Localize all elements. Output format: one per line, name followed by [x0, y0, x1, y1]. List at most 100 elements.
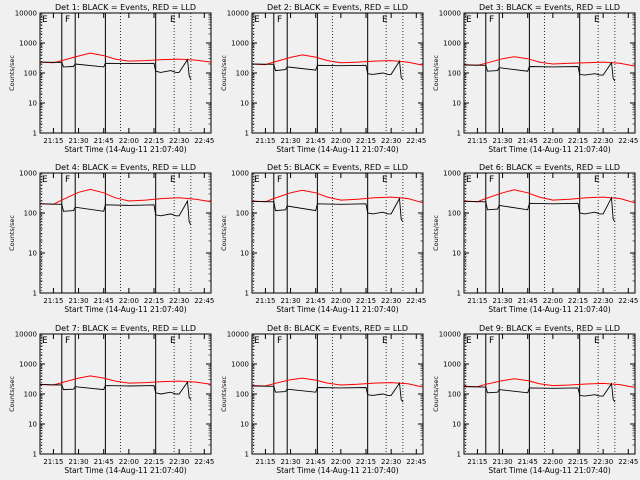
panel-det-5: Det 5: BLACK = Events, RED = LLD 1 10 100 10… [220, 163, 426, 314]
x-tick-label: 22:30 [381, 458, 401, 466]
state-marker: E [594, 336, 600, 346]
y-axis-label: Counts/sec [432, 55, 440, 91]
y-tick-label: 100 [236, 70, 249, 78]
y-tick-label: 1 [33, 290, 37, 298]
state-marker: E [170, 336, 176, 346]
panel-det-7: Det 7: BLACK = Events, RED = LLD 1 10 100 10… [8, 324, 214, 475]
x-axis-label: Start Time (14-Aug-11 21:07:40) [64, 305, 186, 314]
state-marker: F [277, 15, 282, 25]
state-marker: F [277, 336, 282, 346]
y-tick-label: 1000 [231, 361, 249, 369]
state-marker: E [42, 336, 48, 346]
state-marker: E [170, 15, 176, 25]
x-tick-label: 22:15 [356, 458, 376, 466]
lld-series-line [39, 52, 212, 64]
y-axis-label: Counts/sec [220, 376, 228, 412]
state-marker: E [254, 336, 260, 346]
x-axis-label: Start Time (14-Aug-11 21:07:40) [276, 466, 398, 475]
plot-frame [251, 172, 424, 294]
state-marker: F [65, 336, 70, 346]
x-tick-label: 21:30 [492, 297, 512, 305]
lld-series-line [251, 189, 424, 204]
x-tick-label: 22:00 [119, 458, 139, 466]
x-axis-label: Start Time (14-Aug-11 21:07:40) [276, 145, 398, 154]
y-axis-label: Counts/sec [220, 55, 228, 91]
x-tick-label: 21:30 [280, 137, 300, 145]
x-tick-label: 21:45 [306, 458, 326, 466]
y-tick-label: 10 [28, 421, 37, 429]
y-tick-label: 10000 [227, 10, 249, 18]
state-marker: F [277, 175, 282, 185]
y-tick-label: 10000 [439, 331, 461, 339]
panel-title: Det 9: BLACK = Events, RED = LLD [479, 324, 620, 333]
events-series-line [251, 196, 404, 223]
events-series-line [251, 59, 404, 80]
y-tick-label: 1 [33, 451, 37, 459]
y-axis-label: Counts/sec [432, 215, 440, 251]
x-tick-label: 21:45 [94, 458, 114, 466]
plot-frame [251, 333, 424, 455]
plot-frame [251, 12, 424, 134]
panel-title: Det 2: BLACK = Events, RED = LLD [267, 3, 408, 12]
y-tick-label: 10 [240, 250, 249, 258]
y-axis-label: Counts/sec [8, 215, 16, 251]
panel-title: Det 7: BLACK = Events, RED = LLD [55, 324, 196, 333]
x-tick-label: 21:15 [43, 137, 63, 145]
x-tick-label: 22:30 [381, 137, 401, 145]
y-axis-label: Counts/sec [8, 55, 16, 91]
x-tick-label: 21:15 [255, 297, 275, 305]
x-tick-label: 22:30 [169, 297, 189, 305]
lld-series-line [251, 377, 424, 388]
state-marker: E [42, 15, 48, 25]
x-tick-label: 22:15 [356, 137, 376, 145]
panel-det-8: Det 8: BLACK = Events, RED = LLD 1 10 100 10… [220, 324, 426, 475]
x-tick-label: 22:00 [331, 297, 351, 305]
x-tick-label: 22:00 [543, 297, 563, 305]
y-tick-label: 1 [33, 130, 37, 138]
plot-frame [39, 333, 212, 455]
y-tick-label: 10 [240, 421, 249, 429]
panel-title: Det 5: BLACK = Events, RED = LLD [267, 163, 408, 172]
y-tick-label: 1000 [19, 361, 37, 369]
state-marker: E [466, 336, 472, 346]
y-tick-label: 10 [452, 250, 461, 258]
lld-series-line [463, 189, 636, 204]
y-tick-label: 100 [448, 391, 461, 399]
x-tick-label: 22:45 [194, 297, 214, 305]
y-tick-label: 10 [240, 100, 249, 108]
x-tick-label: 22:15 [144, 458, 164, 466]
y-axis-label: Counts/sec [432, 376, 440, 412]
x-tick-label: 22:45 [406, 137, 426, 145]
x-tick-label: 22:00 [543, 458, 563, 466]
x-tick-label: 21:15 [43, 297, 63, 305]
y-axis-label: Counts/sec [220, 215, 228, 251]
y-tick-label: 100 [448, 70, 461, 78]
panel-det-1: Det 1: BLACK = Events, RED = LLD 1 10 100 10… [8, 3, 214, 154]
panel-det-2: Det 2: BLACK = Events, RED = LLD 1 10 100 10… [220, 3, 426, 154]
plot-frame [39, 172, 212, 294]
x-tick-label: 22:45 [194, 458, 214, 466]
x-axis-label: Start Time (14-Aug-11 21:07:40) [64, 145, 186, 154]
lld-series-line [39, 188, 212, 205]
y-tick-label: 1 [457, 451, 461, 459]
events-series-line [39, 58, 192, 80]
y-tick-label: 1000 [443, 170, 461, 178]
y-tick-label: 1 [245, 290, 249, 298]
state-marker: F [489, 15, 494, 25]
y-tick-label: 10 [28, 100, 37, 108]
events-series-line [39, 380, 192, 400]
x-tick-label: 21:15 [467, 458, 487, 466]
x-tick-label: 22:30 [169, 458, 189, 466]
x-tick-label: 21:30 [68, 297, 88, 305]
y-tick-label: 100 [236, 391, 249, 399]
lld-series-line [39, 375, 212, 386]
x-tick-label: 21:30 [280, 458, 300, 466]
state-marker: E [254, 175, 260, 185]
x-tick-label: 21:45 [518, 137, 538, 145]
events-series-line [463, 61, 616, 82]
x-axis-label: Start Time (14-Aug-11 21:07:40) [488, 466, 610, 475]
y-tick-label: 1 [457, 290, 461, 298]
x-tick-label: 21:45 [306, 297, 326, 305]
plot-frame [39, 12, 212, 134]
